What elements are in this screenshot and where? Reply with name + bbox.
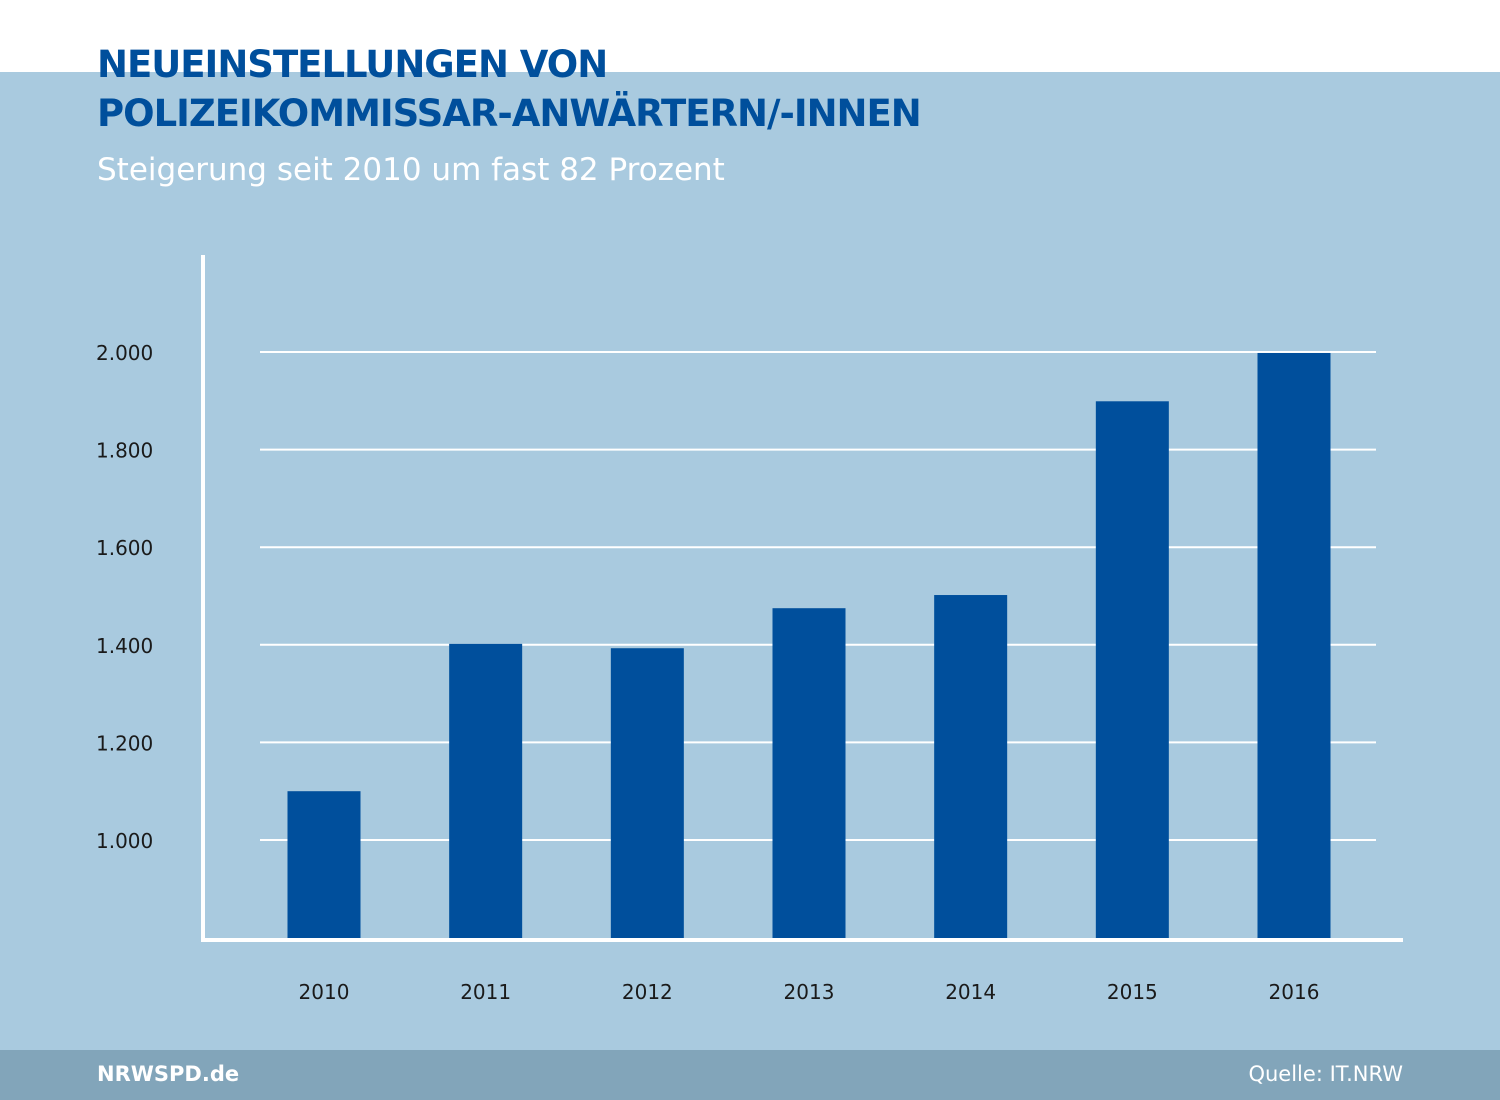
y-tick-label: 2.000 — [96, 341, 153, 365]
bar-2015 — [1095, 401, 1169, 941]
y-tick-label: 1.200 — [96, 731, 153, 755]
x-tick-label: 2011 — [460, 980, 511, 1004]
x-tick-label: 2013 — [784, 980, 835, 1004]
bar-2013 — [772, 608, 846, 940]
brand-link[interactable]: NRWSPD.de — [97, 1062, 240, 1086]
x-tick-label: 2014 — [945, 980, 996, 1004]
y-tick-labels: 1.000 1.200 1.400 1.600 1.800 2.000 — [96, 341, 153, 853]
bar-2016 — [1257, 352, 1331, 940]
x-tick-labels: 2010 2011 2012 2013 2014 2015 2016 — [299, 980, 1320, 1004]
bar-2010 — [287, 791, 361, 940]
chart-title-line-1: NEUEINSTELLUNGEN VON — [97, 43, 608, 86]
bar-2014 — [934, 595, 1008, 940]
y-tick-label: 1.400 — [96, 634, 153, 658]
bar-2011 — [449, 643, 523, 940]
chart-title-line-2: POLIZEIKOMMISSAR-ANWÄRTERN/-INNEN — [97, 92, 922, 135]
chart-background — [0, 72, 1500, 1050]
y-tick-label: 1.000 — [96, 829, 153, 853]
y-tick-label: 1.800 — [96, 439, 153, 463]
x-tick-label: 2016 — [1269, 980, 1320, 1004]
source-note: Quelle: IT.NRW — [1248, 1062, 1403, 1086]
x-tick-label: 2012 — [622, 980, 673, 1004]
chart-subtitle: Steigerung seit 2010 um fast 82 Prozent — [97, 152, 725, 188]
y-tick-label: 1.600 — [96, 536, 153, 560]
bars — [287, 352, 1331, 941]
footer-bar — [0, 1050, 1500, 1100]
x-tick-label: 2015 — [1107, 980, 1158, 1004]
bar-2012 — [610, 648, 684, 940]
x-tick-label: 2010 — [299, 980, 350, 1004]
chart-title: NEUEINSTELLUNGEN VON POLIZEIKOMMISSAR-AN… — [97, 40, 922, 138]
